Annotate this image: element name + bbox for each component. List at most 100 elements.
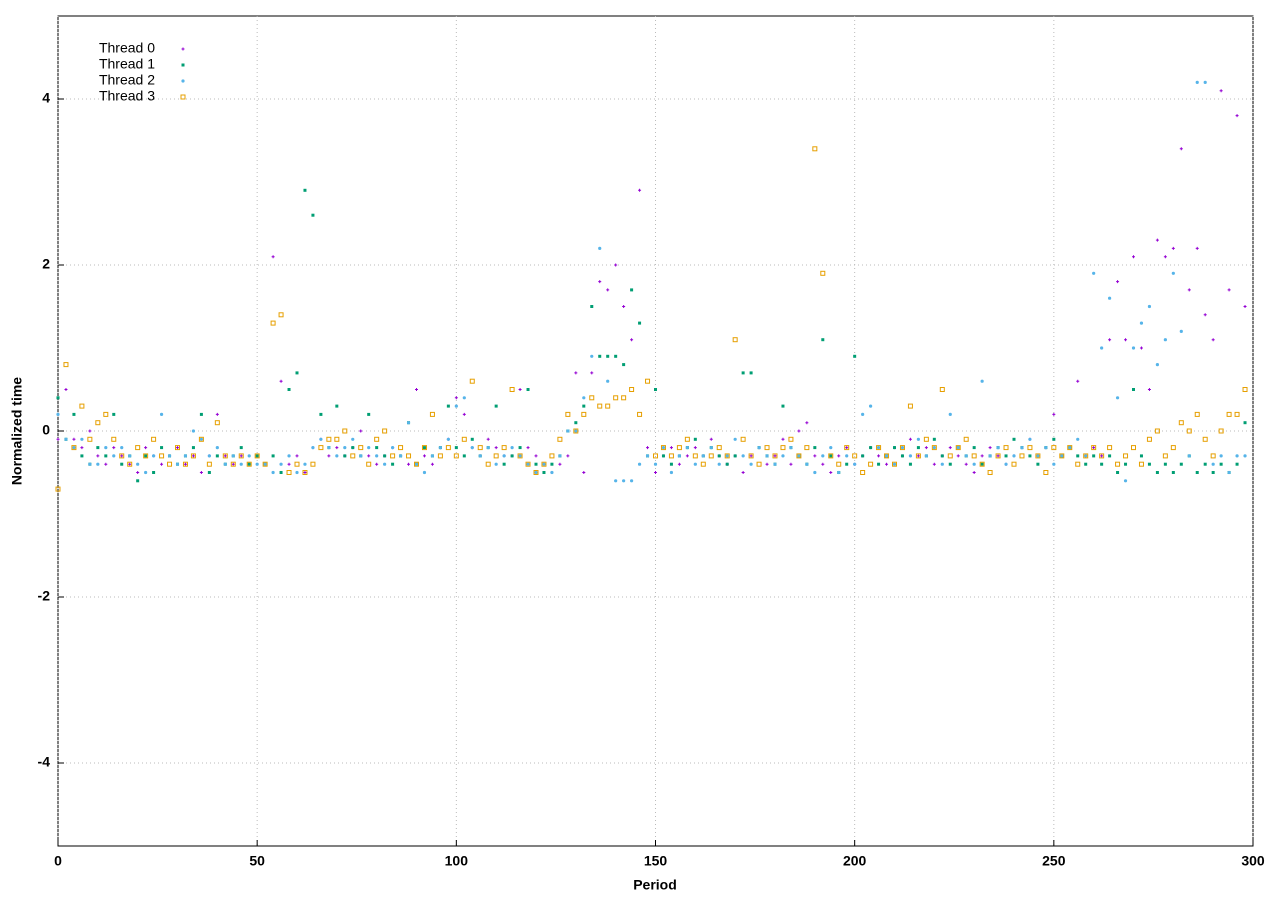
data-point <box>717 462 721 466</box>
data-point <box>55 486 61 492</box>
data-point <box>1019 453 1025 459</box>
data-point <box>1219 454 1223 458</box>
data-point <box>1211 338 1215 342</box>
x-tick-label: 100 <box>445 853 469 869</box>
data-point <box>1195 80 1199 84</box>
data-point <box>820 270 826 276</box>
data-point <box>367 446 371 450</box>
x-tick-label: 300 <box>1241 853 1265 869</box>
data-point <box>1092 454 1096 458</box>
data-point <box>72 412 76 416</box>
data-point <box>987 470 993 475</box>
data-point <box>630 338 634 342</box>
data-point <box>1139 321 1144 325</box>
data-point <box>222 453 228 459</box>
data-point <box>1084 462 1088 466</box>
data-point <box>279 471 283 474</box>
data-point <box>518 446 522 450</box>
data-point <box>191 446 195 450</box>
data-point <box>223 454 227 458</box>
data-point <box>709 446 713 450</box>
data-point <box>573 428 579 434</box>
data-point <box>303 188 307 192</box>
data-point <box>972 446 976 450</box>
data-point <box>159 453 165 459</box>
data-point <box>319 412 323 416</box>
data-point <box>335 446 339 450</box>
data-point <box>1052 462 1056 466</box>
y-tick-label: -4 <box>38 754 51 770</box>
data-point <box>239 446 243 450</box>
data-point <box>765 454 769 458</box>
data-point <box>844 445 850 451</box>
data-point <box>430 454 435 458</box>
data-point <box>518 388 522 391</box>
data-point <box>303 462 307 466</box>
data-point <box>429 411 435 417</box>
data-point <box>119 453 125 459</box>
data-point <box>152 471 156 474</box>
data-point <box>510 454 514 458</box>
data-point <box>1162 453 1168 459</box>
data-point <box>717 454 721 458</box>
data-point <box>1060 454 1064 458</box>
data-point <box>1132 388 1135 391</box>
data-point <box>852 453 858 459</box>
data-point <box>622 479 626 483</box>
data-point <box>1139 346 1143 350</box>
data-point <box>1195 471 1199 474</box>
data-point <box>287 454 291 458</box>
data-point <box>238 453 244 459</box>
data-point <box>995 453 1001 459</box>
data-point <box>223 462 227 466</box>
data-point <box>1235 454 1239 458</box>
data-point <box>510 446 514 450</box>
y-tick-label: -2 <box>38 588 51 604</box>
data-point <box>182 461 188 467</box>
data-point <box>1099 453 1105 459</box>
data-point <box>167 454 172 458</box>
data-point <box>64 437 68 441</box>
data-point <box>80 446 84 450</box>
data-point <box>526 462 530 466</box>
data-point <box>494 446 498 450</box>
data-point <box>685 446 689 450</box>
data-point <box>1203 313 1207 317</box>
data-point <box>367 454 371 458</box>
data-point <box>597 403 603 409</box>
data-point <box>72 437 76 441</box>
data-point <box>979 461 985 467</box>
data-point <box>136 462 140 466</box>
data-point <box>136 471 140 474</box>
data-point <box>494 462 498 466</box>
data-point <box>335 454 339 458</box>
x-tick-label: 200 <box>843 853 867 869</box>
data-point <box>144 454 148 458</box>
data-point <box>1243 454 1247 458</box>
data-point <box>677 454 682 458</box>
data-point <box>1115 396 1120 400</box>
data-point <box>95 420 101 426</box>
data-point <box>454 396 458 400</box>
data-point <box>270 320 276 326</box>
data-point <box>781 404 785 408</box>
data-point <box>367 412 371 416</box>
data-point <box>335 404 339 408</box>
data-point <box>1163 255 1167 259</box>
data-point <box>932 446 936 450</box>
data-point <box>773 454 777 458</box>
data-point <box>103 411 109 417</box>
data-point <box>104 454 108 458</box>
data-point <box>821 462 825 466</box>
data-point <box>829 446 833 450</box>
data-point <box>661 454 665 458</box>
data-point <box>582 471 586 474</box>
data-point <box>645 454 650 458</box>
data-point <box>660 445 666 451</box>
data-point <box>120 446 124 450</box>
data-point <box>549 453 555 459</box>
data-point <box>72 446 76 450</box>
data-point <box>1139 454 1143 458</box>
data-point <box>829 454 833 458</box>
